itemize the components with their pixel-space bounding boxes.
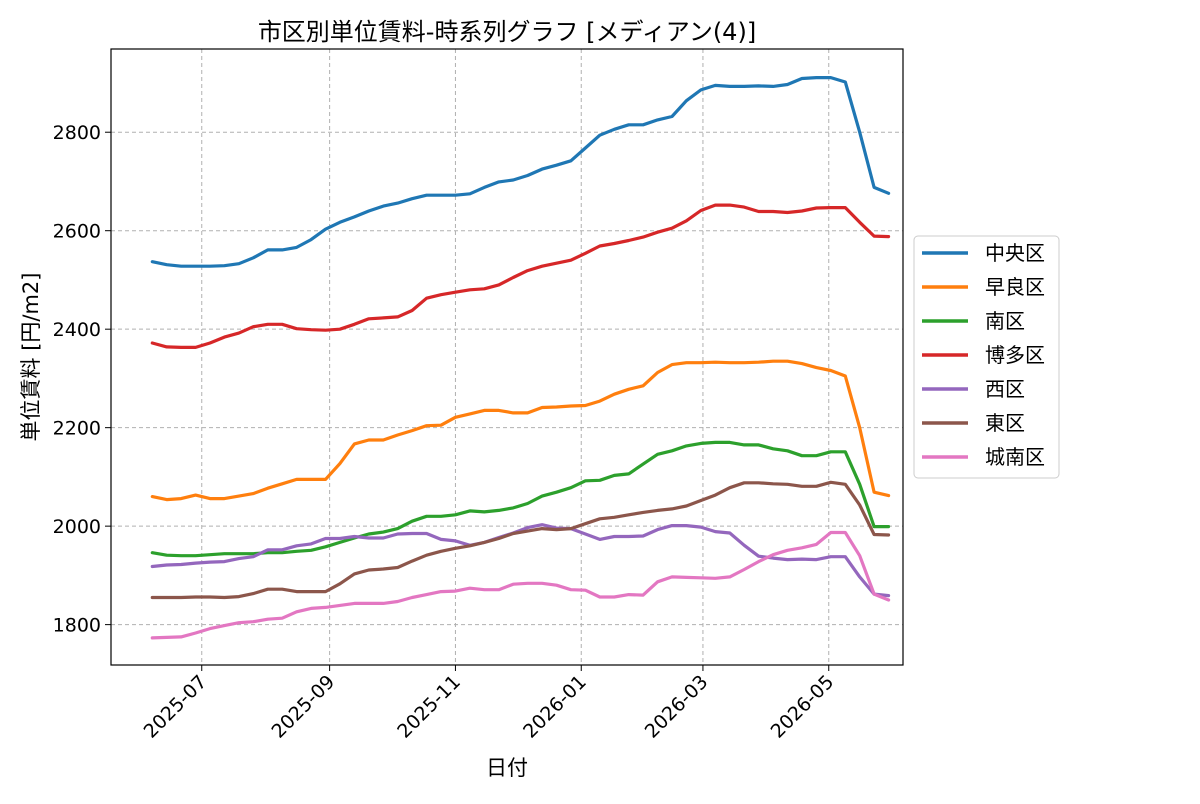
series-line <box>150 440 891 558</box>
y-tick-label: 2200 <box>53 418 101 440</box>
y-axis-label: 単位賃料 [円/m2] <box>19 273 43 442</box>
series-line <box>150 75 891 268</box>
x-tick-label: 2025-07 <box>140 671 212 743</box>
plot-area-frame <box>110 48 904 666</box>
legend-label: 西区 <box>985 377 1025 401</box>
series-line <box>150 480 891 600</box>
x-tick-label: 2026-03 <box>641 671 713 743</box>
x-axis-label: 日付 <box>486 756 528 780</box>
series-line <box>150 530 891 640</box>
chart-title: 市区別単位賃料-時系列グラフ [メディアン(4)] <box>258 18 756 46</box>
grid-lines <box>111 49 903 665</box>
y-axis-ticks: 1800 2000 2200 2400 2600 2800 <box>53 122 111 637</box>
series-line <box>150 203 891 349</box>
x-tick-label: 2026-05 <box>767 671 839 743</box>
series-lines <box>150 75 891 640</box>
legend-label: 南区 <box>985 309 1025 333</box>
legend-frame <box>913 235 1060 479</box>
x-axis-ticks: 2025-07 2025-09 2025-11 2026-01 2026-03 2026-… <box>140 665 839 743</box>
y-tick-label: 2800 <box>53 122 101 144</box>
legend-label: 博多区 <box>985 343 1045 367</box>
y-tick-label: 2600 <box>53 221 101 243</box>
legend-label: 早良区 <box>985 275 1045 299</box>
y-tick-label: 2000 <box>53 516 101 538</box>
legend-label: 城南区 <box>985 445 1045 469</box>
y-tick-label: 2400 <box>53 319 101 341</box>
x-tick-label: 2025-09 <box>267 671 339 743</box>
y-tick-label: 1800 <box>53 615 101 637</box>
series-line <box>150 359 891 502</box>
x-tick-label: 2026-01 <box>519 671 591 743</box>
x-tick-label: 2025-11 <box>393 671 465 743</box>
legend-label: 東区 <box>985 411 1025 435</box>
legend-label: 中央区 <box>985 241 1045 265</box>
